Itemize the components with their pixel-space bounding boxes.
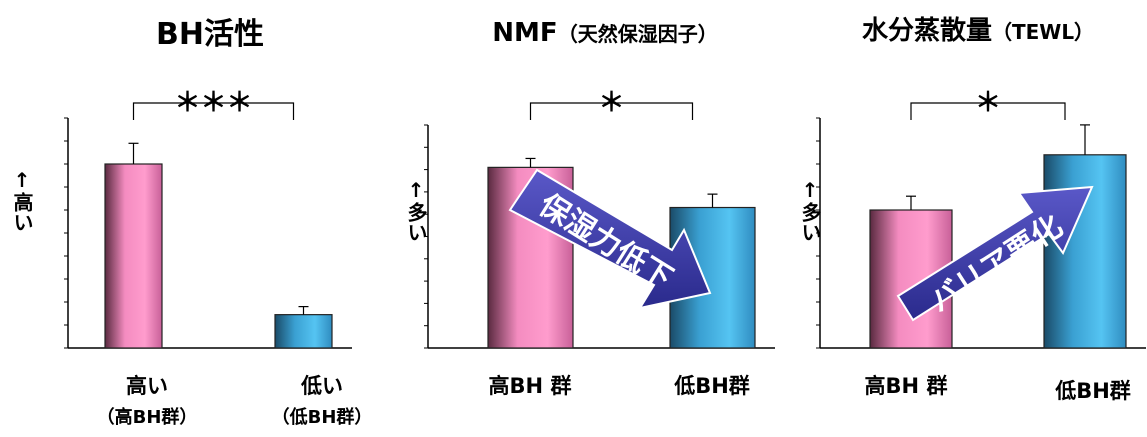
bar-low-bh — [274, 314, 333, 349]
x-tick-sublabel: （高BH群） — [97, 406, 198, 428]
chart-title: 水分蒸散量（TEWL） — [862, 16, 1094, 46]
chart-title-main: 水分蒸散量 — [862, 16, 992, 46]
chart-title: NMF（天然保湿因子） — [492, 18, 717, 48]
chart-panel-2: NMF（天然保湿因子）↑多い高BH 群低BH群＊保湿力低下 — [404, 18, 775, 398]
y-axis-label: ↑多い — [798, 178, 822, 242]
significance-bracket — [910, 102, 1066, 120]
chart-title: BH活性 — [156, 17, 264, 52]
trend-arrow-down — [508, 168, 712, 310]
bar-low-bh — [1043, 154, 1127, 349]
chart-title-sub: （TEWL） — [992, 20, 1094, 44]
chart-title-sub: （天然保湿因子） — [558, 22, 718, 46]
chart-panel-3: 水分蒸散量（TEWL）↑多い高BH 群低BH群＊バリア悪化 — [798, 16, 1146, 403]
x-tick-label: 低い — [300, 374, 343, 398]
x-tick-label: 低BH群 — [673, 374, 750, 398]
y-axis-label: ↑高い — [10, 168, 34, 232]
significance-marker: ＊ — [598, 88, 624, 118]
significance-marker: ＊ — [975, 88, 1001, 118]
chart-title-main: BH活性 — [156, 17, 264, 52]
significance-bracket — [132, 102, 295, 120]
x-tick-label: 高BH 群 — [489, 374, 572, 398]
x-tick-label: 低BH群 — [1054, 379, 1131, 403]
trend-arrow-up — [896, 185, 1094, 322]
x-tick-label: 高BH 群 — [865, 374, 948, 398]
bar-high-bh — [104, 163, 163, 349]
significance-bracket — [529, 102, 694, 120]
significance-marker: ＊＊＊ — [174, 88, 252, 118]
x-tick-label: 高い — [126, 374, 168, 398]
y-axis-label: ↑多い — [404, 178, 428, 242]
x-tick-sublabel: （低BH群） — [272, 406, 373, 428]
chart-title-main: NMF — [492, 18, 557, 48]
